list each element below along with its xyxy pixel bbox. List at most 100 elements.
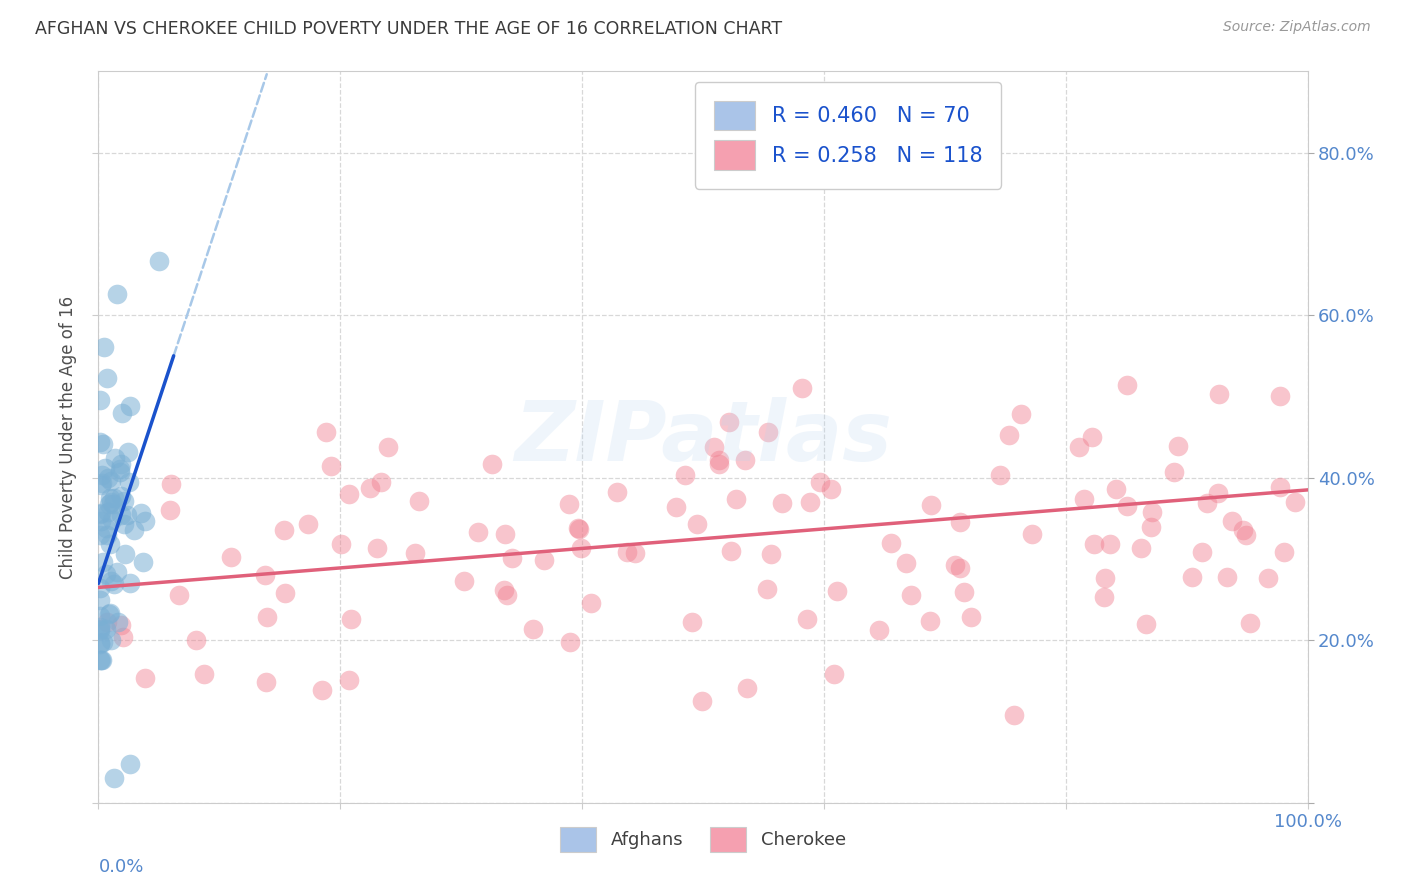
Point	[404, 546, 426, 560]
Point	[1116, 500, 1139, 514]
Point	[96, 615, 118, 629]
Point	[94, 622, 117, 636]
Point	[366, 541, 388, 556]
Point	[98, 607, 121, 621]
Point	[880, 536, 903, 550]
Point	[1181, 570, 1204, 584]
Point	[297, 516, 319, 531]
Point	[568, 523, 591, 537]
Point	[340, 612, 363, 626]
Point	[108, 462, 131, 476]
Point	[98, 497, 121, 511]
Point	[494, 527, 516, 541]
Point	[370, 475, 392, 489]
Point	[134, 671, 156, 685]
Point	[707, 452, 730, 467]
Point	[453, 574, 475, 588]
Point	[770, 496, 793, 510]
Point	[1197, 496, 1219, 510]
Point	[408, 493, 430, 508]
Point	[105, 565, 128, 579]
Point	[579, 596, 602, 610]
Point	[124, 523, 146, 537]
Point	[1268, 480, 1291, 494]
Point	[110, 618, 132, 632]
Point	[90, 514, 112, 528]
Point	[796, 612, 818, 626]
Point	[1140, 505, 1163, 519]
Point	[756, 425, 779, 439]
Point	[920, 615, 942, 629]
Point	[118, 576, 141, 591]
Point	[825, 584, 848, 599]
Point	[114, 547, 136, 561]
Point	[894, 556, 917, 570]
Point	[1163, 465, 1185, 479]
Point	[107, 615, 129, 629]
Text: 0.0%: 0.0%	[98, 858, 143, 876]
Point	[1239, 616, 1261, 631]
Point	[1067, 440, 1090, 454]
Point	[533, 553, 555, 567]
Point	[1081, 430, 1104, 444]
Point	[734, 453, 756, 467]
Point	[101, 497, 124, 511]
Point	[97, 471, 120, 485]
Point	[1083, 537, 1105, 551]
Point	[1135, 616, 1157, 631]
Point	[330, 537, 353, 551]
Point	[799, 495, 821, 509]
Point	[681, 615, 703, 629]
Point	[110, 406, 132, 420]
Point	[949, 561, 972, 575]
Point	[1268, 389, 1291, 403]
Point	[823, 667, 845, 681]
Point	[900, 588, 922, 602]
Point	[100, 574, 122, 589]
Point	[89, 624, 111, 638]
Point	[1002, 708, 1025, 723]
Point	[665, 500, 688, 514]
Point	[522, 623, 544, 637]
Point	[557, 497, 579, 511]
Point	[737, 681, 759, 696]
Point	[148, 254, 170, 268]
Point	[560, 635, 582, 649]
Point	[868, 623, 890, 637]
Point	[160, 476, 183, 491]
Point	[720, 544, 742, 558]
Point	[89, 620, 111, 634]
Point	[690, 694, 713, 708]
Point	[193, 666, 215, 681]
Point	[89, 608, 111, 623]
Point	[96, 371, 118, 385]
Point	[1139, 519, 1161, 533]
Point	[90, 653, 112, 667]
Point	[724, 491, 747, 506]
Point	[108, 465, 131, 479]
Text: AFGHAN VS CHEROKEE CHILD POVERTY UNDER THE AGE OF 16 CORRELATION CHART: AFGHAN VS CHEROKEE CHILD POVERTY UNDER T…	[35, 20, 782, 37]
Point	[96, 521, 118, 535]
Point	[89, 593, 111, 607]
Point	[1216, 570, 1239, 584]
Point	[337, 487, 360, 501]
Point	[756, 582, 779, 597]
Point	[1232, 523, 1254, 537]
Point	[89, 527, 111, 541]
Point	[495, 588, 517, 602]
Point	[759, 547, 782, 561]
Point	[1234, 528, 1257, 542]
Point	[110, 457, 132, 471]
Point	[945, 558, 967, 573]
Point	[1098, 537, 1121, 551]
Point	[219, 550, 242, 565]
Point	[707, 457, 730, 471]
Point	[100, 495, 122, 509]
Point	[167, 588, 190, 602]
Point	[481, 457, 503, 471]
Point	[90, 468, 112, 483]
Point	[467, 525, 489, 540]
Point	[624, 546, 647, 560]
Point	[1167, 439, 1189, 453]
Point	[89, 581, 111, 595]
